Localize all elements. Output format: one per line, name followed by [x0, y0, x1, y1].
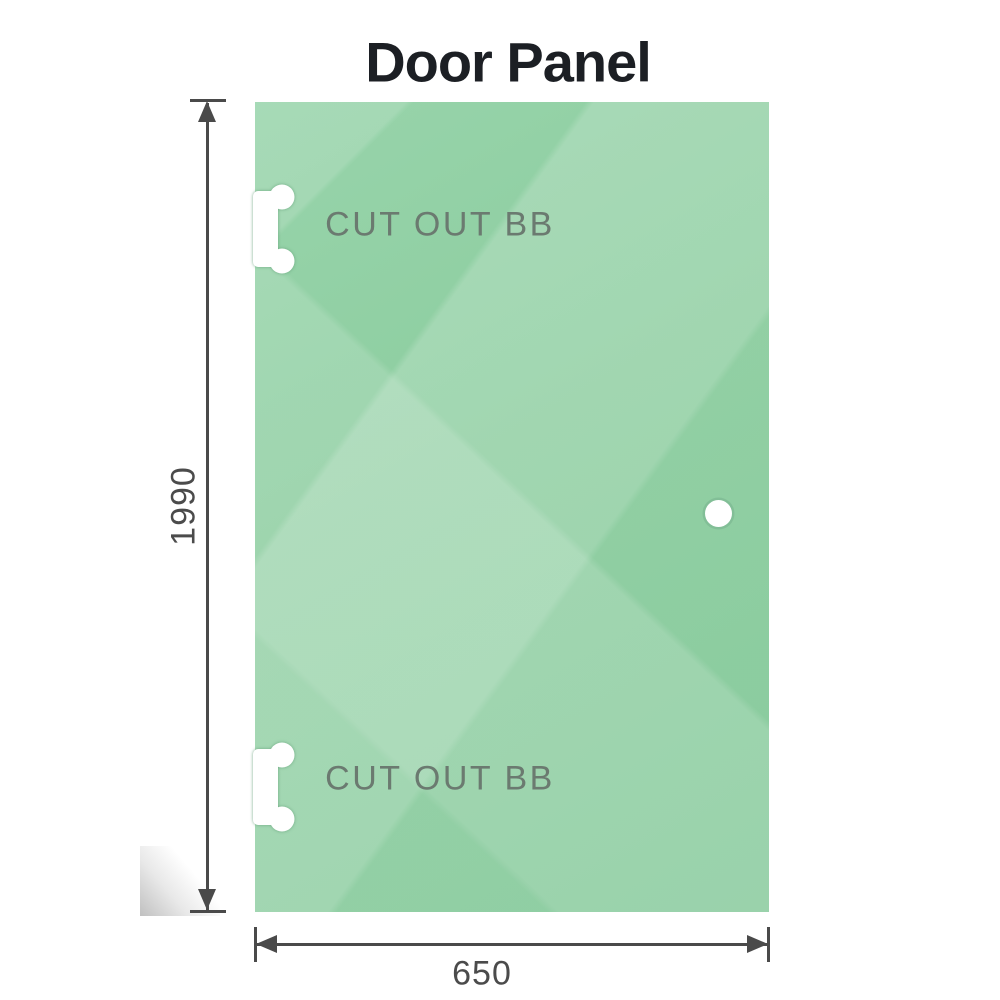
- page-title: Door Panel: [365, 30, 652, 94]
- handle-hole: [705, 500, 732, 527]
- glass-panel: [255, 102, 769, 912]
- arrow-up-icon: [198, 101, 216, 122]
- cutout-top-label: CUT OUT BB: [325, 205, 555, 244]
- width-dimension-label: 650: [452, 954, 512, 993]
- width-dimension-tick-right: [767, 927, 770, 962]
- arrow-right-icon: [747, 935, 768, 953]
- height-dimension-cap-bottom: [190, 910, 226, 913]
- hinge-cutout-bottom: [253, 742, 295, 832]
- arrow-left-icon: [256, 935, 277, 953]
- height-dimension-line: [206, 103, 209, 910]
- arrow-down-icon: [198, 889, 216, 910]
- width-dimension-line: [256, 943, 768, 946]
- hinge-cutout-top: [253, 184, 295, 274]
- height-dimension-cap-top: [190, 99, 226, 102]
- height-dimension-label: 1990: [164, 466, 203, 546]
- cutout-bottom-label: CUT OUT BB: [325, 759, 555, 798]
- width-dimension-tick-left: [254, 927, 257, 962]
